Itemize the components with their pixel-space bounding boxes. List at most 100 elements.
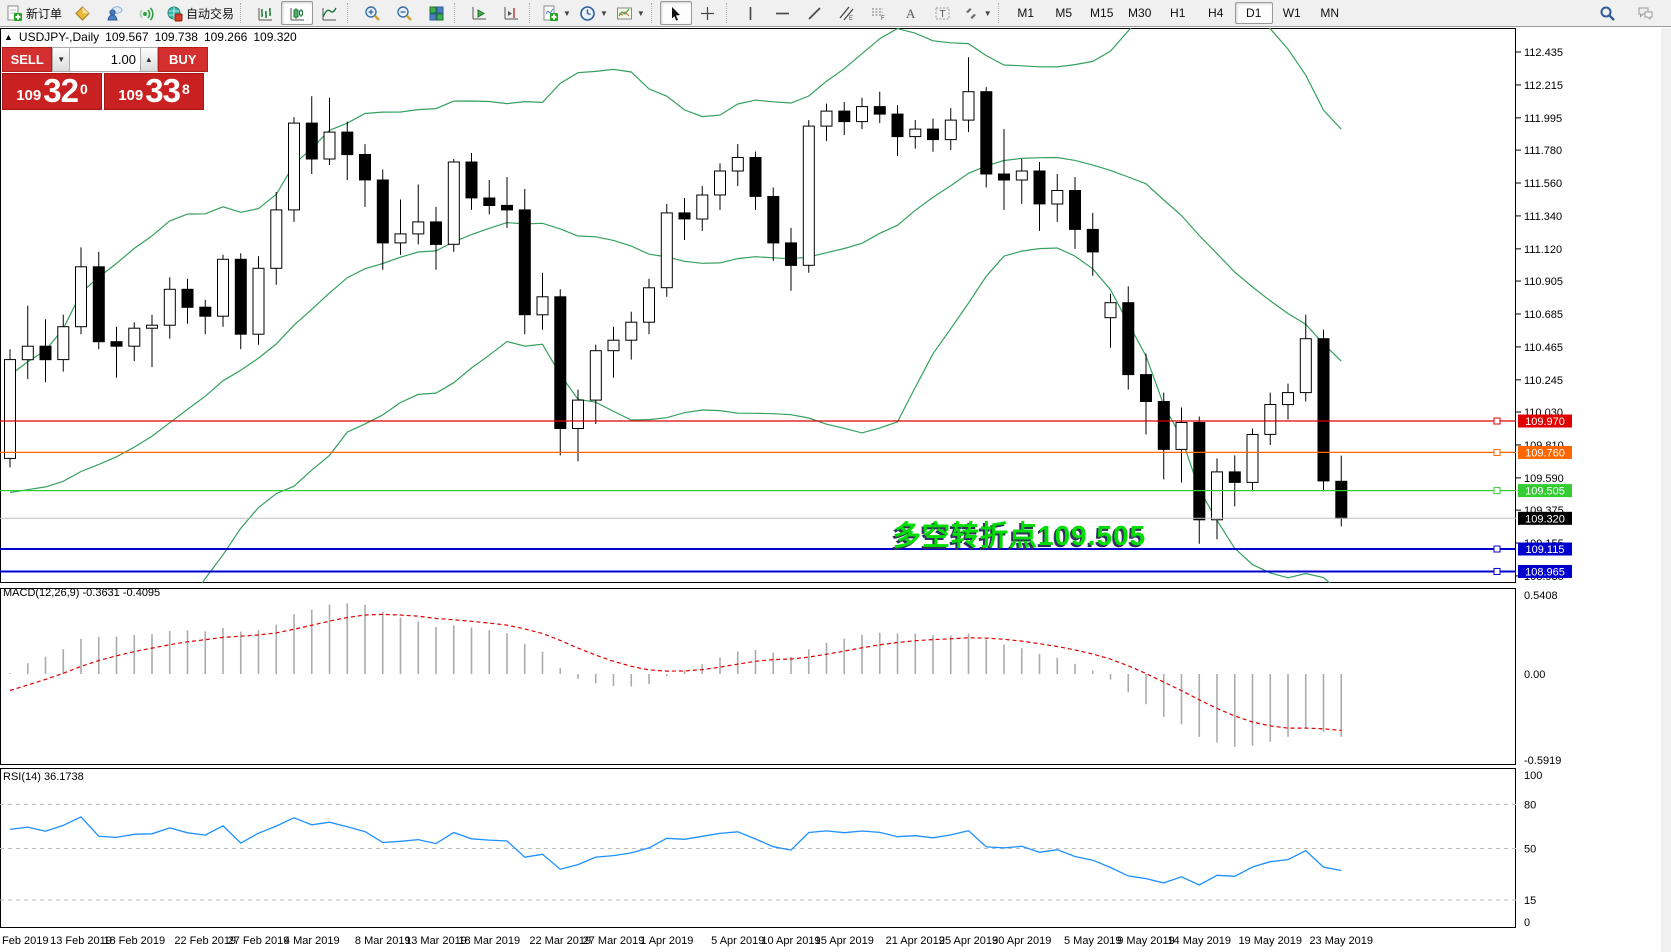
bear-candle (980, 91, 993, 175)
svg-text:1 Apr 2019: 1 Apr 2019 (640, 935, 693, 947)
svg-text:22 Mar 2019: 22 Mar 2019 (529, 935, 591, 947)
symbol-bar: ▲ USDJPY-,Daily 109.567 109.738 109.266 … (4, 30, 297, 44)
auto-scroll-button[interactable] (463, 1, 495, 25)
bull-candle (820, 110, 833, 127)
vertical-line-tool-button[interactable] (735, 1, 767, 25)
svg-text:27 Feb 2019: 27 Feb 2019 (228, 935, 290, 947)
bear-candle (998, 173, 1010, 181)
buy-price-prefix: 109 (118, 87, 144, 104)
horizontal-line-icon (774, 5, 791, 22)
history-center-button[interactable] (66, 1, 98, 25)
bear-candle (927, 128, 939, 141)
svg-text:111.560: 111.560 (1524, 178, 1562, 190)
svg-text:9 May 2019: 9 May 2019 (1117, 935, 1174, 947)
zoom-in-button[interactable] (356, 1, 388, 25)
autotrading-button[interactable]: 自动交易 (162, 1, 238, 25)
svg-text:10 Apr 2019: 10 Apr 2019 (761, 935, 820, 947)
price-axis: 112.435 112.215 111.995 111.780 111.560 111.3… (1516, 47, 1564, 583)
bear-candle (1193, 422, 1206, 521)
svg-text:109.320: 109.320 (1525, 513, 1565, 525)
chart-canvas[interactable]: 112.435 112.215 111.995 111.780 111.560 111.3… (0, 27, 1671, 952)
collapse-panel-icon[interactable]: ▲ (4, 32, 13, 42)
buy-price-button[interactable]: 109 33 8 (104, 73, 204, 110)
timeframe-w1-button[interactable]: W1 (1282, 6, 1301, 20)
search-button[interactable] (1591, 1, 1623, 25)
ohlc-close: 109.320 (253, 30, 297, 44)
bull-candle (57, 326, 70, 361)
line-chart-button[interactable] (313, 1, 345, 25)
bull-candle (412, 221, 425, 235)
zoom-out-icon (396, 5, 413, 22)
rsi-axis-label: 100 (1524, 770, 1542, 782)
rsi-axis-label: 15 (1524, 895, 1536, 907)
timeframe-m5-button[interactable]: M5 (1055, 6, 1073, 20)
profiles-button[interactable] (98, 1, 130, 25)
bar-chart-icon (257, 5, 274, 22)
bull-candle (572, 399, 584, 430)
rsi-indicator-label: RSI(14) 36.1738 (3, 771, 84, 783)
volume-decrease-button[interactable]: ▼ (52, 47, 70, 72)
sell-price-button[interactable]: 109 32 0 (2, 73, 102, 110)
arrows-icon (963, 5, 980, 22)
timeframe-m15-button[interactable]: M15 (1090, 6, 1114, 20)
bollinger-bands (9, 28, 1342, 583)
cursor-tool-button[interactable] (659, 1, 692, 25)
tile-windows-button[interactable] (420, 1, 452, 25)
templates-button[interactable]: ▼ (612, 1, 649, 25)
sell-button[interactable]: SELL (2, 47, 53, 72)
toolbar-separator (454, 3, 459, 23)
ohlc-high: 109.738 (154, 30, 198, 44)
horizontal-line-tool-button[interactable] (767, 1, 799, 25)
sell-price-prefix: 109 (16, 87, 42, 104)
equidistant-channel-tool-button[interactable]: E (831, 1, 863, 25)
rsi-axis-label: 50 (1524, 844, 1536, 856)
timeframe-m1-button[interactable]: M1 (1017, 6, 1035, 20)
timeframe-h4-button[interactable]: H4 (1208, 6, 1224, 20)
chat-button[interactable] (1629, 1, 1661, 25)
arrows-tool-button[interactable]: ▼ (959, 1, 996, 25)
bull-candle (802, 125, 815, 266)
trendline-tool-button[interactable] (799, 1, 831, 25)
volume-input[interactable] (70, 47, 140, 72)
bar-chart-button[interactable] (249, 1, 281, 25)
crosshair-tool-button[interactable] (692, 1, 724, 25)
one-click-trading-panel: SELL ▼ ▲ BUY 109 32 0 109 33 8 (2, 47, 208, 110)
bear-candle (1140, 374, 1152, 403)
bear-candle (39, 345, 52, 361)
signals-button[interactable] (130, 1, 162, 25)
svg-text:22 Feb 2019: 22 Feb 2019 (174, 935, 236, 947)
svg-text:18 Feb 2019: 18 Feb 2019 (103, 935, 165, 947)
new-order-button[interactable]: 新订单 (2, 1, 66, 25)
candlestick-chart-button[interactable] (281, 1, 314, 25)
text-label-tool-button[interactable]: T (927, 1, 959, 25)
macd-name: MACD(12,26,9) (3, 587, 80, 599)
timeframe-h1-button[interactable]: H1 (1170, 6, 1186, 20)
buy-price-big: 33 (145, 72, 181, 109)
buy-button[interactable]: BUY (157, 47, 208, 72)
indicators-button[interactable]: ▼ (538, 1, 575, 25)
timeframe-mn-button[interactable]: MN (1320, 6, 1340, 20)
volume-increase-button[interactable]: ▲ (140, 47, 158, 72)
timeframe-d1-button[interactable]: D1 (1234, 2, 1273, 24)
svg-text:108.965: 108.965 (1525, 566, 1565, 578)
fibonacci-tool-button[interactable]: F (863, 1, 895, 25)
chart-shift-button[interactable] (495, 1, 527, 25)
text-tool-button[interactable]: A (895, 1, 927, 25)
pane-border (0, 588, 1516, 765)
ohlc-open: 109.567 (105, 30, 149, 44)
indicators-icon (542, 5, 559, 22)
svg-text:109.590: 109.590 (1524, 473, 1564, 485)
bear-candle (554, 296, 567, 429)
autotrading-icon (166, 5, 183, 22)
autotrading-label: 自动交易 (186, 6, 235, 21)
toolbar-separator (997, 3, 1003, 23)
zoom-out-button[interactable] (388, 1, 420, 25)
bull-candle (323, 131, 336, 160)
chevron-down-icon: ▼ (563, 8, 571, 18)
bull-candle (75, 266, 87, 328)
price-label-box (1518, 542, 1572, 556)
svg-text:109.115: 109.115 (1526, 544, 1565, 556)
ohlc-low: 109.266 (203, 30, 248, 44)
timeframe-m30-button[interactable]: M30 (1128, 6, 1152, 20)
periods-button[interactable]: ▼ (575, 1, 612, 25)
